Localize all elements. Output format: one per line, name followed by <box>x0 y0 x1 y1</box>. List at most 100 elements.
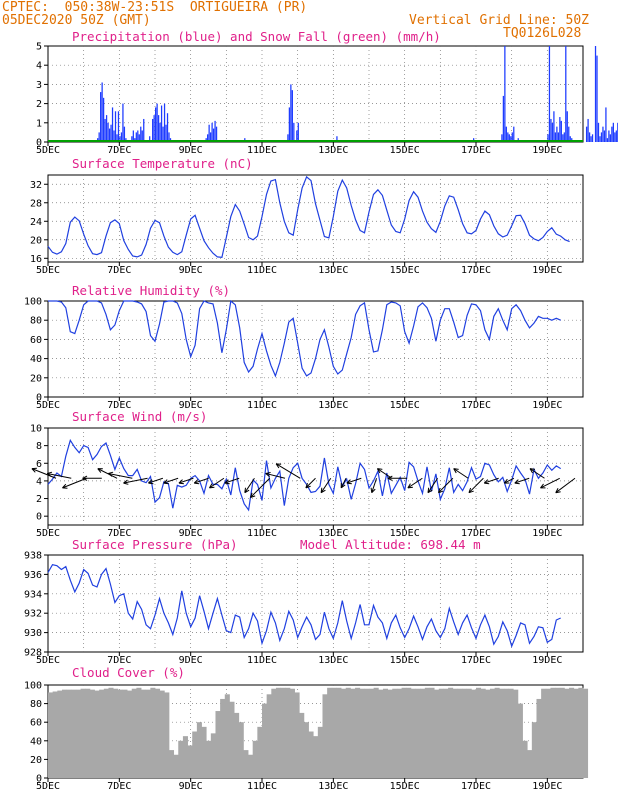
cloud-cover-bar <box>489 688 496 778</box>
cloud-cover-bar <box>252 740 258 778</box>
precip-bar <box>108 128 111 142</box>
wind-arrow-head <box>483 479 490 485</box>
wind-arrow-head <box>529 468 536 474</box>
x-tick-label: 13DEC <box>318 400 348 411</box>
wind-arrow-head <box>453 468 459 474</box>
model-altitude-label: Model Altitude: 698.44 m <box>300 537 481 552</box>
cloud-cover-bar <box>271 688 277 778</box>
precip-bar <box>612 122 614 142</box>
wind-arrow-head <box>555 488 561 494</box>
panel-title: Surface Wind (m/s) <box>72 409 207 424</box>
panel-title: Cloud Cover (%) <box>72 665 185 680</box>
precip-bar <box>111 107 114 142</box>
cloud-cover-bar <box>513 689 519 778</box>
wind-arrow <box>250 477 271 498</box>
wind-arrow-head <box>346 479 352 485</box>
y-tick-label: 8 <box>36 441 42 452</box>
precip-bar <box>609 134 612 142</box>
y-tick-label: 28 <box>30 198 42 209</box>
cloud-cover-bar <box>550 687 556 778</box>
cloud-cover-bar <box>420 688 426 778</box>
cloud-cover-bar <box>522 740 528 778</box>
chart-panel-0: 0 1 2 3 4 5 5DEC 7DEC 9DEC 11DEC 13DEC 15DEC 17DEC 19… <box>36 29 618 156</box>
series-line <box>47 564 561 649</box>
cloud-cover-bar <box>415 688 421 778</box>
precip-bar <box>156 103 158 142</box>
precip-bar <box>160 105 163 142</box>
wind-arrow <box>178 477 194 484</box>
cloud-cover-bar <box>75 689 81 778</box>
cloud-cover-bar <box>159 690 165 778</box>
x-tick-label: 15DEC <box>390 781 420 792</box>
wind-arrow <box>209 477 225 489</box>
y-tick-label: 934 <box>24 589 42 600</box>
precip-bar <box>123 126 126 142</box>
cloud-cover-bar <box>499 688 505 778</box>
cloud-cover-bar <box>136 687 142 778</box>
precip-bar <box>113 130 115 142</box>
cloud-cover-bar <box>452 688 458 778</box>
wind-arrow-head <box>320 487 326 494</box>
precip-bar <box>596 55 598 142</box>
y-tick-label: 938 <box>24 551 42 562</box>
cloud-cover-bar <box>410 688 416 778</box>
cloud-cover-bar <box>131 688 137 778</box>
cloud-cover-bar <box>573 688 579 778</box>
wind-arrow-head <box>62 483 68 489</box>
chart-panel-5: 0 20 40 60 80 100 5DEC 7DEC 9DEC 11DEC 13DEC 15DEC 1… <box>24 665 589 792</box>
wind-arrow-head <box>107 471 114 477</box>
precip-bar <box>597 122 600 142</box>
series-line <box>47 175 570 259</box>
cloud-cover-bar <box>173 754 179 778</box>
cloud-cover-bar <box>466 688 472 778</box>
cloud-cover-bar <box>164 692 170 778</box>
wind-arrow <box>123 477 148 484</box>
cloud-cover-bar <box>508 688 514 778</box>
cloud-cover-bar <box>308 731 314 778</box>
x-tick-label: 17DEC <box>461 781 491 792</box>
x-tick-label: 19DEC <box>532 655 562 666</box>
x-tick-label: 19DEC <box>532 145 562 156</box>
wind-arrow <box>555 477 576 494</box>
x-tick-label: 13DEC <box>318 145 348 156</box>
wind-arrow <box>453 468 469 479</box>
wind-arrow <box>427 477 439 493</box>
wind-arrow-head <box>249 492 256 498</box>
chart-panel-4: 928 930 932 934 936 938 5DEC 7DEC 9DEC 11DEC 13DEC… <box>24 537 584 666</box>
y-tick-label: 0 <box>36 512 42 523</box>
panel-title: Surface Temperature (nC) <box>72 156 253 171</box>
precip-bar <box>603 130 606 142</box>
cloud-cover-bar <box>145 689 151 778</box>
cloud-cover-bar <box>61 689 68 778</box>
wind-arrow-head <box>503 478 510 484</box>
precip-bar <box>162 126 164 142</box>
wind-arrow <box>377 468 393 479</box>
precip-bar <box>553 111 555 142</box>
cloud-cover-bar <box>182 736 188 778</box>
wind-arrow <box>224 477 240 484</box>
x-tick-label: 17DEC <box>461 265 491 276</box>
precip-bar <box>293 122 295 142</box>
precip-bar <box>137 130 139 142</box>
cloud-cover-bar <box>382 688 389 778</box>
cloud-cover-bar <box>322 694 328 778</box>
cloud-cover-bar <box>341 688 347 778</box>
wind-arrow-head <box>178 479 184 485</box>
cloud-cover-bar <box>555 687 561 778</box>
y-tick-label: 20 <box>30 235 42 246</box>
y-tick-label: 930 <box>24 628 42 639</box>
header-station: CPTEC: 050:38W-23:51S ORTIGUEIRA (PR) <box>2 0 308 15</box>
y-tick-label: 928 <box>24 648 42 659</box>
cloud-cover-bar <box>299 712 305 778</box>
cloud-cover-bar <box>187 745 193 778</box>
wind-arrow-head <box>407 483 413 489</box>
precip-bar <box>615 130 617 142</box>
precip-bar <box>102 97 105 142</box>
precip-bar <box>548 46 551 142</box>
chart-panel-1: 16 20 24 28 32 5DEC 7DEC 9DEC 11DEC 13DEC 15DEC 17D… <box>30 156 584 276</box>
y-tick-label: 936 <box>24 570 42 581</box>
precip-bar <box>152 118 154 142</box>
wind-arrow-head <box>163 479 169 485</box>
precip-bar <box>559 117 561 142</box>
